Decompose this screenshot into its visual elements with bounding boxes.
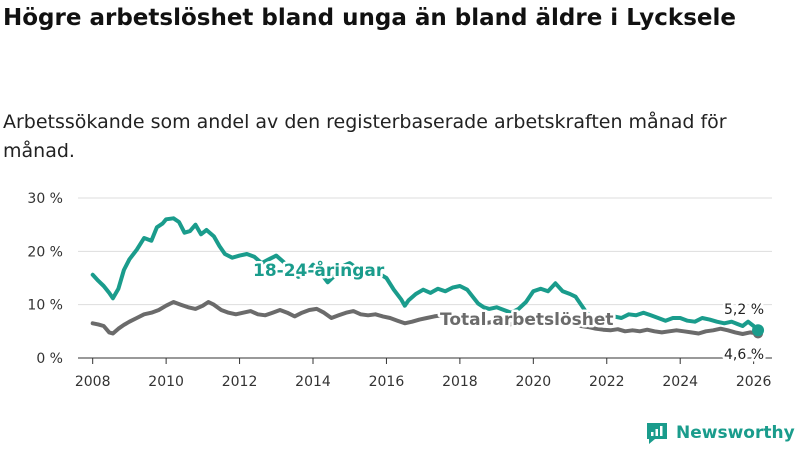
series-lines bbox=[90, 216, 765, 339]
y-tick-label: 30 % bbox=[27, 191, 63, 207]
x-tick-label: 2022 bbox=[589, 374, 625, 390]
series-label-youth-halo: 18-24-åringar bbox=[253, 259, 385, 281]
x-tick-label: 2026 bbox=[736, 374, 772, 390]
end-point-youth bbox=[752, 324, 765, 337]
grid-lines bbox=[78, 197, 772, 306]
end-label-total: 4,6 % bbox=[724, 347, 764, 363]
series-line-youth bbox=[90, 216, 760, 333]
x-tick-label: 2018 bbox=[442, 374, 478, 390]
x-tick-label: 2010 bbox=[148, 374, 184, 390]
end-label-youth: 5,2 % bbox=[724, 302, 764, 318]
series-line-total bbox=[90, 300, 760, 336]
y-tick-label: 10 % bbox=[27, 298, 63, 314]
x-tick-label: 2024 bbox=[662, 374, 698, 390]
series-label-total: Total arbetslöshet bbox=[440, 310, 614, 330]
brand-name: Newsworthy bbox=[676, 423, 795, 443]
series-label-youth: 18-24-åringar bbox=[253, 259, 385, 281]
end-label-total-halo: 4,6 % bbox=[724, 347, 764, 363]
end-label-youth-halo: 5,2 % bbox=[724, 302, 764, 318]
chart-title: Högre arbetslöshet bland unga än bland ä… bbox=[3, 5, 736, 31]
y-tick-label: 20 % bbox=[27, 244, 63, 260]
chart-subtitle: Arbetssökande som andel av den registerb… bbox=[3, 111, 727, 162]
y-tick-label: 0 % bbox=[36, 351, 63, 367]
x-tick-label: 2014 bbox=[295, 374, 331, 390]
axes: 0 % 10 % 20 % 30 % 2008 2010 2012 2014 2016 2018 2… bbox=[27, 191, 772, 390]
x-tick-label: 2016 bbox=[369, 374, 405, 390]
x-tick-label: 2012 bbox=[222, 374, 258, 390]
x-tick-label: 2020 bbox=[516, 374, 552, 390]
series-label-total-halo: Total arbetslöshet bbox=[440, 310, 614, 330]
x-tick-label: 2008 bbox=[75, 374, 111, 390]
brand-logo: Newsworthy bbox=[645, 420, 795, 446]
newsworthy-logo-icon bbox=[647, 423, 667, 444]
